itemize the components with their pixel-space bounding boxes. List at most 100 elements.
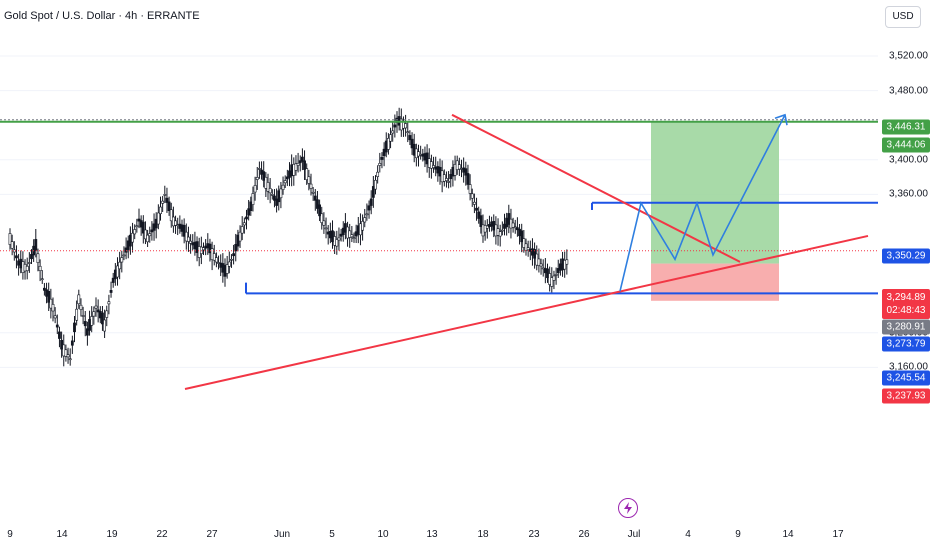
candle-body bbox=[270, 194, 274, 196]
ascending-trendline bbox=[184, 234, 869, 391]
candle-body bbox=[279, 188, 283, 199]
candle-body bbox=[457, 164, 461, 170]
candle-body bbox=[565, 259, 569, 265]
candle-body bbox=[58, 331, 61, 339]
candle-body bbox=[324, 227, 328, 230]
price-label: 3,273.79 bbox=[882, 336, 930, 352]
candle-body bbox=[520, 230, 524, 243]
candle-body bbox=[169, 209, 173, 222]
candle-body bbox=[182, 225, 186, 237]
candle-body bbox=[386, 138, 390, 150]
candle-body bbox=[101, 312, 104, 325]
candle-body bbox=[118, 261, 122, 270]
candle-body bbox=[294, 163, 298, 171]
candle-body bbox=[498, 231, 502, 237]
candle-body bbox=[526, 247, 530, 251]
candle-body bbox=[404, 123, 408, 129]
candle-body bbox=[391, 130, 395, 134]
candle-body bbox=[245, 216, 248, 220]
countdown-label: 02:48:43 bbox=[886, 305, 926, 316]
x-tick-label: Jul bbox=[627, 529, 641, 540]
currency-button[interactable]: USD bbox=[885, 6, 921, 28]
candle-body bbox=[122, 254, 126, 257]
candle-body bbox=[86, 328, 89, 336]
x-tick-label: 26 bbox=[578, 529, 590, 540]
x-tick-label: 13 bbox=[426, 529, 438, 540]
candle-body bbox=[537, 258, 541, 266]
x-tick-label: 22 bbox=[156, 529, 168, 540]
candle-body bbox=[268, 188, 272, 194]
candle-body bbox=[406, 131, 410, 133]
candle-body bbox=[116, 265, 119, 278]
candle-body bbox=[144, 229, 147, 240]
candle-body bbox=[165, 197, 169, 203]
candle-body bbox=[253, 185, 257, 193]
drawings bbox=[0, 113, 878, 391]
x-tick-label: 9 bbox=[7, 529, 13, 540]
candle-body bbox=[240, 226, 244, 234]
price-label: 3,446.31 bbox=[882, 119, 930, 135]
candle-body bbox=[477, 211, 481, 219]
candle-body bbox=[472, 201, 476, 205]
candle-body bbox=[257, 168, 261, 170]
candle-body bbox=[133, 229, 137, 235]
candle-body bbox=[429, 161, 433, 169]
candle-body bbox=[27, 262, 31, 264]
candle-body bbox=[234, 244, 238, 252]
candle-body bbox=[184, 231, 188, 242]
candle-body bbox=[285, 176, 289, 180]
candle-body bbox=[79, 304, 83, 310]
candle-body bbox=[77, 294, 81, 305]
x-tick-label: 10 bbox=[377, 529, 389, 540]
candle-body bbox=[447, 181, 451, 183]
candle-body bbox=[410, 138, 414, 149]
price-label: 3,245.54 bbox=[882, 370, 930, 386]
candle-body bbox=[105, 310, 109, 318]
candle-body bbox=[40, 278, 44, 281]
candle-body bbox=[94, 305, 98, 309]
candle-body bbox=[479, 215, 483, 227]
candle-body bbox=[335, 239, 339, 247]
candle-body bbox=[442, 174, 446, 182]
candle-body bbox=[174, 220, 177, 226]
candle-body bbox=[120, 257, 124, 263]
profit-zone bbox=[651, 121, 779, 264]
descending-trendline bbox=[451, 113, 741, 263]
candle-body bbox=[374, 179, 377, 190]
candle-body bbox=[376, 171, 380, 177]
price-label-value: 3,294.89 bbox=[886, 292, 926, 303]
candle-body bbox=[238, 231, 242, 242]
candle-body bbox=[262, 171, 266, 181]
candle-body bbox=[515, 227, 519, 231]
candle-body bbox=[311, 191, 315, 194]
candle-body bbox=[227, 261, 231, 267]
candle-body bbox=[305, 168, 309, 180]
candle-body bbox=[300, 156, 304, 162]
candle-body bbox=[141, 221, 145, 234]
candle-body bbox=[337, 237, 341, 241]
candle-body bbox=[408, 135, 412, 141]
candle-body bbox=[30, 254, 33, 260]
candle-body bbox=[316, 199, 319, 209]
candle-body bbox=[363, 217, 367, 223]
candle-body bbox=[445, 178, 448, 181]
x-tick-label: 23 bbox=[528, 529, 540, 540]
candle-body bbox=[150, 229, 154, 233]
candle-body bbox=[15, 255, 18, 259]
candle-body bbox=[281, 184, 285, 190]
projection-arrowhead bbox=[774, 113, 788, 126]
candle-body bbox=[251, 193, 255, 205]
candle-body bbox=[313, 195, 317, 201]
candle-body bbox=[64, 349, 68, 357]
candle-body bbox=[53, 315, 57, 319]
position-zones bbox=[651, 121, 779, 301]
candle-body bbox=[187, 236, 190, 242]
candle-body bbox=[167, 201, 171, 211]
candle-body bbox=[96, 309, 100, 313]
lightning-icon[interactable] bbox=[618, 498, 638, 518]
candle-body bbox=[247, 208, 251, 216]
candle-body bbox=[550, 277, 554, 287]
candle-body bbox=[539, 263, 543, 267]
